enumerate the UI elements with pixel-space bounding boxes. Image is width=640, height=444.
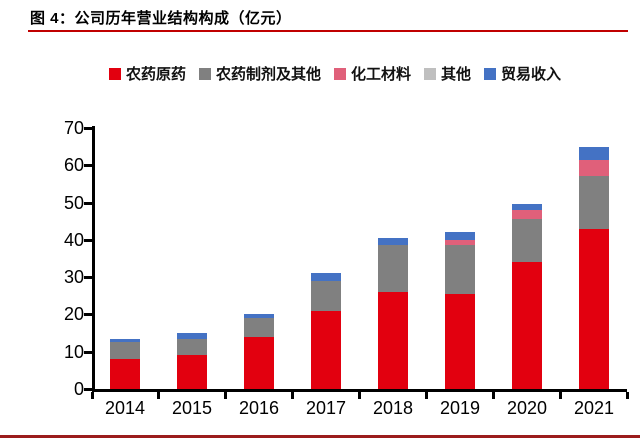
bar-segment-贸易收入 bbox=[378, 238, 408, 246]
legend-label: 农药原药 bbox=[125, 66, 186, 83]
bar-segment-贸易收入 bbox=[110, 338, 140, 343]
x-axis-line bbox=[92, 389, 627, 392]
x-axis-tick bbox=[291, 392, 294, 399]
legend-label: 贸易收入 bbox=[501, 66, 562, 83]
bar-segment-贸易收入 bbox=[311, 273, 341, 281]
legend-label: 其他 bbox=[441, 66, 472, 83]
bar-2018 bbox=[378, 238, 408, 389]
bar-segment-农药制剂及其他 bbox=[512, 219, 542, 263]
bar-2015 bbox=[177, 333, 207, 389]
bar-2014 bbox=[110, 338, 140, 389]
y-tick-label: 50 bbox=[63, 193, 84, 213]
y-tick-label: 10 bbox=[63, 342, 84, 362]
x-tick-label: 2019 bbox=[439, 398, 481, 418]
x-axis-tick bbox=[559, 392, 562, 399]
title-underline-rule bbox=[28, 30, 628, 32]
x-axis-tick bbox=[224, 392, 227, 399]
x-tick-label: 2020 bbox=[506, 398, 548, 418]
x-tick-label: 2018 bbox=[372, 398, 414, 418]
legend-swatch bbox=[108, 67, 121, 80]
bar-segment-农药原药 bbox=[110, 359, 140, 389]
x-axis-tick bbox=[492, 392, 495, 399]
bar-segment-贸易收入 bbox=[445, 232, 475, 240]
x-tick-label: 2017 bbox=[305, 398, 347, 418]
y-axis-tick bbox=[84, 388, 92, 391]
legend-label: 农药制剂及其他 bbox=[215, 66, 321, 83]
bar-segment-贸易收入 bbox=[512, 204, 542, 211]
x-axis-tick bbox=[626, 392, 629, 399]
x-tick-label: 2015 bbox=[171, 398, 213, 418]
bar-segment-农药原药 bbox=[244, 336, 274, 389]
bar-segment-农药原药 bbox=[378, 292, 408, 389]
x-axis-tick bbox=[425, 392, 428, 399]
legend-swatch bbox=[424, 67, 436, 80]
y-axis-line bbox=[92, 126, 95, 392]
legend-swatch bbox=[333, 67, 346, 80]
y-axis-tick bbox=[84, 313, 92, 316]
y-axis-tick bbox=[84, 127, 92, 130]
x-tick-label: 2014 bbox=[104, 398, 146, 418]
bar-segment-农药制剂及其他 bbox=[244, 318, 274, 337]
chart-legend: 农药原药 农药制剂及其他 化工材料 其他 贸易收入 bbox=[40, 63, 630, 84]
x-tick-label: 2016 bbox=[238, 398, 280, 418]
y-axis-tick bbox=[84, 351, 92, 354]
legend-item: 农药原药 bbox=[108, 63, 186, 84]
bar-2016 bbox=[244, 314, 274, 389]
bar-segment-农药原药 bbox=[311, 310, 341, 389]
y-axis-tick bbox=[84, 202, 92, 205]
bar-segment-农药制剂及其他 bbox=[378, 245, 408, 293]
bar-segment-化工材料 bbox=[445, 239, 475, 246]
bar-segment-农药原药 bbox=[579, 228, 609, 389]
y-tick-label: 40 bbox=[63, 230, 84, 250]
figure-title: 图 4：公司历年营业结构构成（亿元） bbox=[30, 10, 292, 27]
bar-2021 bbox=[579, 146, 609, 389]
legend-item: 其他 bbox=[424, 63, 471, 84]
y-tick-label: 20 bbox=[63, 304, 84, 324]
x-axis-tick bbox=[157, 392, 160, 399]
bar-segment-化工材料 bbox=[512, 210, 542, 220]
bar-segment-农药制剂及其他 bbox=[311, 280, 341, 311]
bar-segment-农药制剂及其他 bbox=[579, 176, 609, 229]
y-axis-tick bbox=[84, 164, 92, 167]
bar-segment-农药原药 bbox=[445, 293, 475, 389]
x-tick-label: 2021 bbox=[573, 398, 615, 418]
y-tick-label: 70 bbox=[63, 118, 84, 138]
y-tick-label: 0 bbox=[73, 379, 84, 399]
bar-segment-贸易收入 bbox=[244, 314, 274, 319]
bar-segment-农药原药 bbox=[177, 355, 207, 389]
bar-2020 bbox=[512, 204, 542, 389]
y-axis-tick bbox=[84, 276, 92, 279]
y-axis-tick bbox=[84, 239, 92, 242]
legend-label: 化工材料 bbox=[350, 66, 411, 83]
figure-bottom-rule bbox=[0, 435, 640, 438]
x-axis-tick bbox=[358, 392, 361, 399]
legend-item: 化工材料 bbox=[333, 63, 411, 84]
legend-item: 农药制剂及其他 bbox=[198, 63, 321, 84]
y-tick-label: 30 bbox=[63, 267, 84, 287]
x-axis-tick bbox=[91, 392, 94, 399]
bar-2019 bbox=[445, 232, 475, 389]
bar-segment-农药制剂及其他 bbox=[177, 338, 207, 356]
legend-swatch bbox=[484, 67, 497, 80]
legend-item: 贸易收入 bbox=[484, 63, 561, 84]
bar-2017 bbox=[311, 273, 341, 389]
y-tick-label: 60 bbox=[63, 155, 84, 175]
bar-segment-农药制剂及其他 bbox=[445, 245, 475, 294]
bar-segment-农药制剂及其他 bbox=[110, 342, 140, 360]
bar-segment-农药原药 bbox=[512, 262, 542, 389]
bar-segment-化工材料 bbox=[579, 159, 609, 177]
bar-segment-贸易收入 bbox=[579, 146, 609, 160]
legend-swatch bbox=[198, 67, 211, 80]
bar-segment-贸易收入 bbox=[177, 333, 207, 339]
